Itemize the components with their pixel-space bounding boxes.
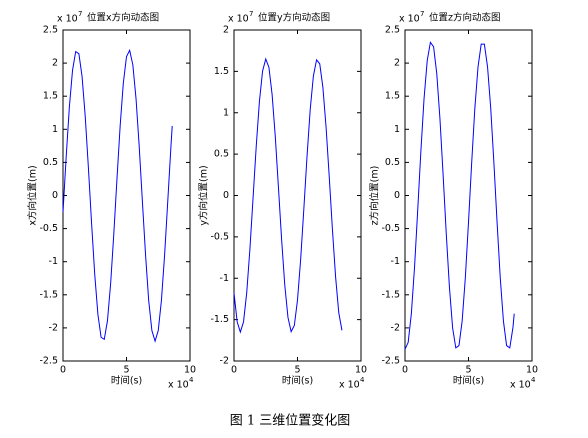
x-tick-label: 0: [402, 365, 408, 376]
x-tick-label: 5: [465, 365, 471, 376]
y-tick-label: -2: [220, 356, 229, 367]
y-label: x方向位置(m): [27, 165, 39, 225]
y-tick-label: 1.5: [43, 91, 58, 102]
y-tick-label: -2: [391, 322, 400, 333]
x-multiplier-exponent: 4: [531, 376, 536, 384]
y-tick-label: 1.5: [214, 66, 229, 77]
x-multiplier: x 10: [510, 380, 531, 391]
y-tick-label: -1.5: [39, 289, 58, 300]
y-tick-label: -0.5: [381, 223, 400, 234]
y-tick-label: -2: [49, 322, 58, 333]
x-tick-label: 10: [355, 365, 367, 376]
x-label: 时间(s): [111, 375, 142, 387]
y-multiplier: x 10: [57, 14, 78, 25]
y-tick-label: 1.5: [385, 91, 400, 102]
y-label: y方向位置(m): [198, 165, 210, 225]
y-tick-label: 0.5: [214, 149, 229, 160]
data-line: [62, 48, 173, 343]
y-tick-label: -1.5: [210, 314, 229, 325]
y-tick-label: -1.5: [381, 289, 400, 300]
chart-title: 位置y方向动态图: [258, 12, 330, 24]
y-tick-label: -1: [49, 256, 58, 267]
y-multiplier: x 10: [228, 14, 249, 25]
y-tick-label: -1: [220, 273, 229, 284]
y-tick-label: -2.5: [381, 356, 400, 367]
x-label: 时间(s): [453, 375, 484, 387]
y-multiplier-exponent: 7: [249, 10, 253, 18]
chart-title: 位置z方向动态图: [429, 12, 501, 24]
chart-title: 位置x方向动态图: [87, 12, 159, 24]
x-tick-label: 5: [294, 365, 300, 376]
y-tick-label: 1: [394, 124, 400, 135]
x-tick-label: 0: [60, 365, 66, 376]
data-line: [233, 57, 343, 334]
x-tick-label: 10: [526, 365, 538, 376]
y-tick-label: 0.5: [43, 157, 58, 168]
y-tick-label: -2.5: [39, 356, 58, 367]
y-tick-label: 0.5: [385, 157, 400, 168]
axes-box: [233, 29, 362, 362]
y-tick-label: 0: [223, 190, 229, 201]
y-tick-label: -0.5: [39, 223, 58, 234]
axes-box: [62, 29, 191, 362]
y-tick-label: 1: [223, 107, 229, 118]
x-multiplier: x 10: [168, 380, 189, 391]
y-multiplier-exponent: 7: [420, 10, 424, 18]
data-line: [404, 41, 515, 350]
y-tick-label: 0: [394, 190, 400, 201]
x-multiplier-exponent: 4: [360, 376, 365, 384]
x-tick-label: 10: [184, 365, 196, 376]
y-tick-label: 2.5: [43, 25, 58, 36]
y-tick-label: 2.5: [385, 25, 400, 36]
y-tick-label: 0: [52, 190, 58, 201]
y-tick-label: -0.5: [210, 231, 229, 242]
y-tick-label: 2: [223, 25, 229, 36]
x-multiplier-exponent: 4: [189, 376, 194, 384]
y-tick-label: -1: [391, 256, 400, 267]
y-multiplier-exponent: 7: [78, 10, 82, 18]
y-tick-label: 2: [394, 58, 400, 69]
y-tick-label: 1: [52, 124, 58, 135]
axes-box: [404, 29, 533, 362]
caption: 图 1 三维位置变化图: [230, 413, 351, 429]
x-label: 时间(s): [282, 375, 313, 387]
x-multiplier: x 10: [339, 380, 360, 391]
y-tick-label: 2: [52, 58, 58, 69]
y-label: z方向位置(m): [369, 166, 381, 226]
x-tick-label: 0: [231, 365, 237, 376]
y-multiplier: x 10: [399, 14, 420, 25]
x-tick-label: 5: [123, 365, 129, 376]
